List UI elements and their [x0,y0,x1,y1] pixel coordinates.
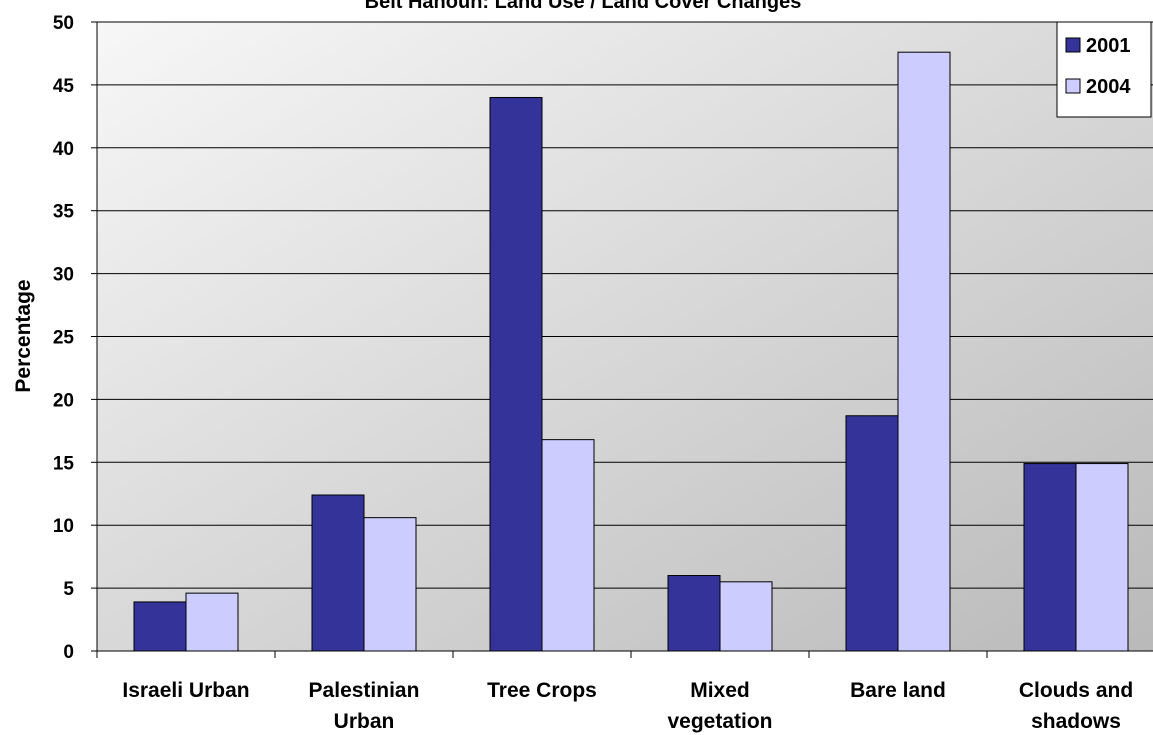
legend-label-2001: 2001 [1086,35,1131,57]
y-tick-label: 25 [53,328,75,349]
bar-2001 [311,494,365,652]
bar-2004 [541,439,595,652]
y-tick-label: 30 [53,265,74,286]
y-tick-label: 0 [63,642,74,663]
x-tick-label: Israeli Urban [122,679,249,702]
x-tick-label: Clouds and [1019,679,1133,702]
bar-2001 [133,601,187,652]
y-tick-label: 40 [53,139,74,160]
bar-2001 [667,575,721,652]
bars [133,51,1129,652]
x-tick-label: Tree Crops [487,679,597,702]
x-tick-label: Urban [334,710,395,733]
chart-title: Beit Hanoun: Land Use / Land Cover Chang… [365,0,802,13]
bar-2004 [185,592,239,652]
x-tick-label: shadows [1031,710,1121,733]
x-tick-label: vegetation [667,710,772,733]
y-tick-label: 20 [53,390,74,411]
bar-2001 [845,415,899,652]
legend: 2001 2004 [1056,21,1152,118]
y-tick-label: 5 [63,579,74,600]
bar-2001 [1023,463,1077,652]
y-tick-label: 45 [53,76,75,97]
x-tick-label: Bare land [850,679,946,702]
x-tick-label: Mixed [690,679,750,702]
bar-2001 [489,96,543,652]
bar-2004 [719,581,773,652]
y-tick-label: 15 [53,453,75,474]
y-tick-label: 50 [53,13,74,34]
gridlines [97,21,1153,589]
axes [91,21,1153,658]
legend-label-2004: 2004 [1086,76,1131,98]
bar-2004 [897,51,951,652]
y-tick-label: 10 [53,516,74,537]
y-tick-label: 35 [53,202,75,223]
bar-2004 [1075,463,1129,652]
legend-swatch-2004 [1065,78,1081,94]
y-tick-labels: 0 5 10 15 20 25 30 35 40 45 50 [53,13,75,663]
x-tick-label: Palestinian [309,679,420,702]
x-tick-labels: Israeli Urban Palestinian Urban Tree Crops M… [122,679,1133,733]
y-axis-title: Percentage [12,279,35,392]
bar-2004 [363,517,417,652]
legend-swatch-2001 [1065,37,1081,53]
